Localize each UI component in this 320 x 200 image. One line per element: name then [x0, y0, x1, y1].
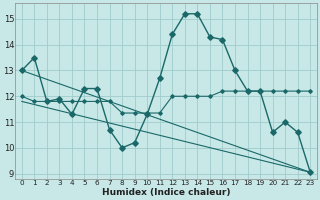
X-axis label: Humidex (Indice chaleur): Humidex (Indice chaleur) — [102, 188, 230, 197]
